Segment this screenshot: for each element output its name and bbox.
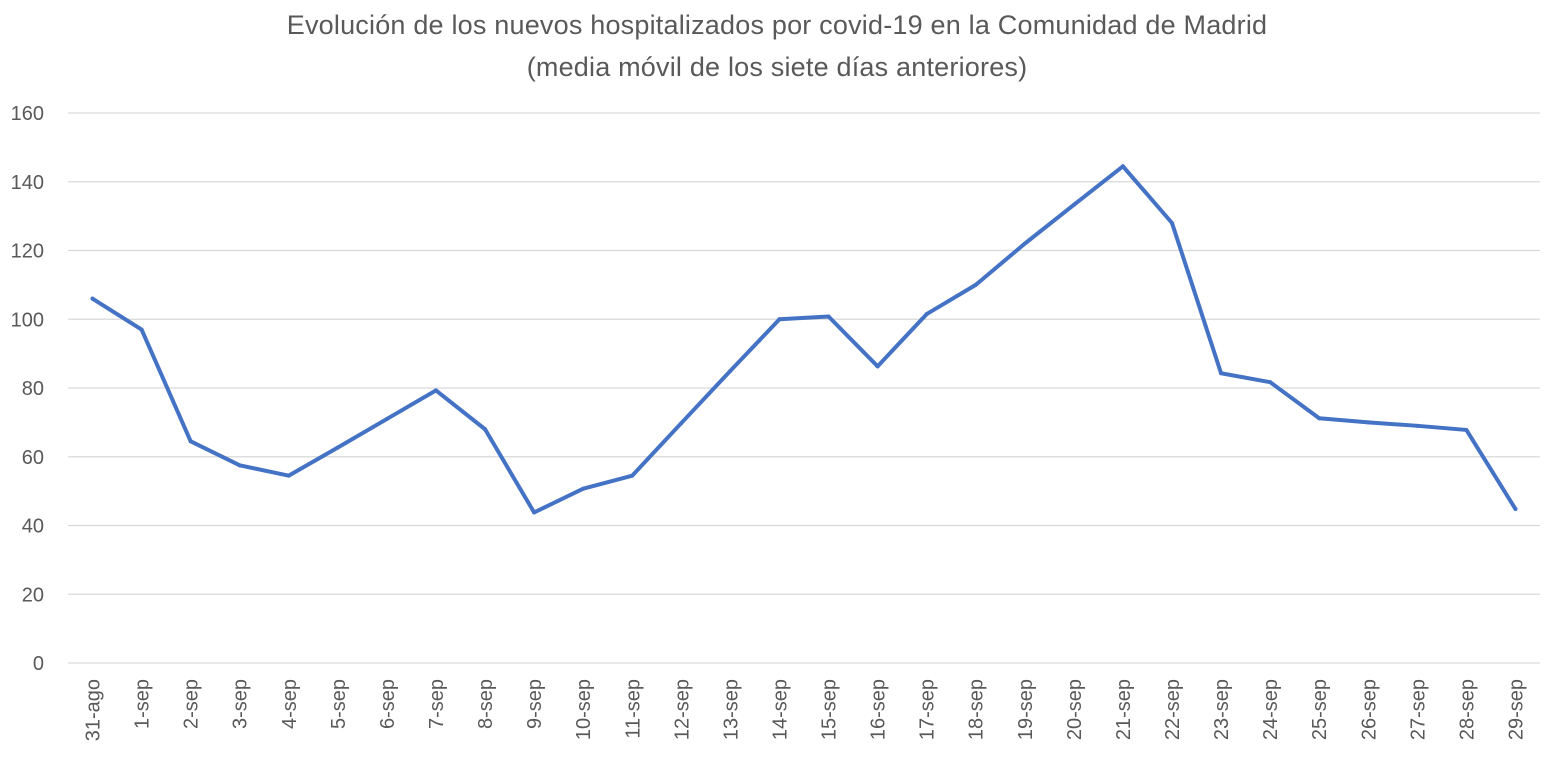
y-tick-label: 100 <box>11 309 44 331</box>
x-tick-label: 10-sep <box>573 679 595 740</box>
x-tick-label: 31-ago <box>83 679 105 741</box>
data-point <box>237 463 242 468</box>
y-axis-tick-labels: 0 20 40 60 80 100 120 140 160 <box>11 103 44 675</box>
data-point <box>924 312 929 317</box>
y-tick-label: 120 <box>11 241 44 263</box>
data-point <box>139 327 144 332</box>
x-tick-label: 23-sep <box>1211 679 1233 740</box>
x-tick-label: 29-sep <box>1505 679 1527 740</box>
chart-title: Evolución de los nuevos hospitalizados p… <box>286 10 1268 40</box>
data-point <box>532 510 537 515</box>
x-tick-label: 7-sep <box>426 679 448 729</box>
series-layer <box>90 164 1518 515</box>
data-point <box>777 317 782 322</box>
y-tick-label: 0 <box>33 653 44 675</box>
x-tick-label: 27-sep <box>1407 679 1429 740</box>
x-tick-label: 26-sep <box>1358 679 1380 740</box>
data-point <box>728 368 733 373</box>
data-point <box>1317 416 1322 421</box>
data-point <box>1415 423 1420 428</box>
y-tick-label: 140 <box>11 172 44 194</box>
x-tick-label: 18-sep <box>966 679 988 740</box>
data-point <box>90 296 95 301</box>
chart-subtitle: (media móvil de los siete días anteriore… <box>526 52 1028 82</box>
x-tick-label: 16-sep <box>868 679 890 740</box>
y-tick-label: 80 <box>22 378 44 400</box>
x-tick-label: 9-sep <box>524 679 546 729</box>
data-point <box>581 486 586 491</box>
x-tick-label: 1-sep <box>132 679 154 729</box>
data-point <box>1071 202 1076 207</box>
data-point <box>1219 371 1224 376</box>
data-point <box>188 439 193 444</box>
x-tick-label: 5-sep <box>328 679 350 729</box>
x-tick-label: 25-sep <box>1309 679 1331 740</box>
x-tick-label: 3-sep <box>230 679 252 729</box>
x-tick-label: 12-sep <box>671 679 693 740</box>
x-axis-tick-labels: 31-ago 1-sep 2-sep 3-sep 4-sep 5-sep 6-sep 7-se… <box>83 679 1528 741</box>
x-tick-label: 17-sep <box>917 679 939 740</box>
data-point <box>286 473 291 478</box>
data-point <box>875 364 880 369</box>
x-tick-label: 24-sep <box>1260 679 1282 740</box>
data-point <box>1022 241 1027 246</box>
data-point <box>384 416 389 421</box>
x-tick-label: 21-sep <box>1113 679 1135 740</box>
data-point <box>1120 164 1125 169</box>
x-tick-label: 14-sep <box>769 679 791 740</box>
data-point <box>335 445 340 450</box>
data-point <box>630 473 635 478</box>
data-point <box>483 427 488 432</box>
x-tick-label: 19-sep <box>1015 679 1037 740</box>
gridlines <box>68 112 1540 664</box>
x-tick-label: 13-sep <box>720 679 742 740</box>
data-point <box>826 314 831 319</box>
data-point <box>1464 427 1469 432</box>
x-tick-label: 2-sep <box>181 679 203 729</box>
data-point <box>1268 380 1273 385</box>
x-tick-label: 6-sep <box>377 679 399 729</box>
series-line <box>90 164 1518 515</box>
x-tick-label: 4-sep <box>279 679 301 729</box>
y-tick-label: 20 <box>22 584 44 606</box>
x-tick-label: 8-sep <box>475 679 497 729</box>
data-point <box>1513 507 1518 511</box>
data-point <box>434 388 438 393</box>
data-point <box>679 421 684 426</box>
y-tick-label: 160 <box>11 103 44 125</box>
y-tick-label: 40 <box>22 516 44 538</box>
data-point <box>973 282 978 287</box>
data-point <box>1366 420 1371 425</box>
x-tick-label: 11-sep <box>622 679 644 739</box>
x-tick-label: 28-sep <box>1456 679 1478 740</box>
data-point <box>1170 221 1174 225</box>
x-tick-label: 22-sep <box>1162 679 1184 740</box>
x-tick-label: 20-sep <box>1064 679 1086 740</box>
y-tick-label: 60 <box>22 447 44 469</box>
x-tick-label: 15-sep <box>819 679 841 740</box>
